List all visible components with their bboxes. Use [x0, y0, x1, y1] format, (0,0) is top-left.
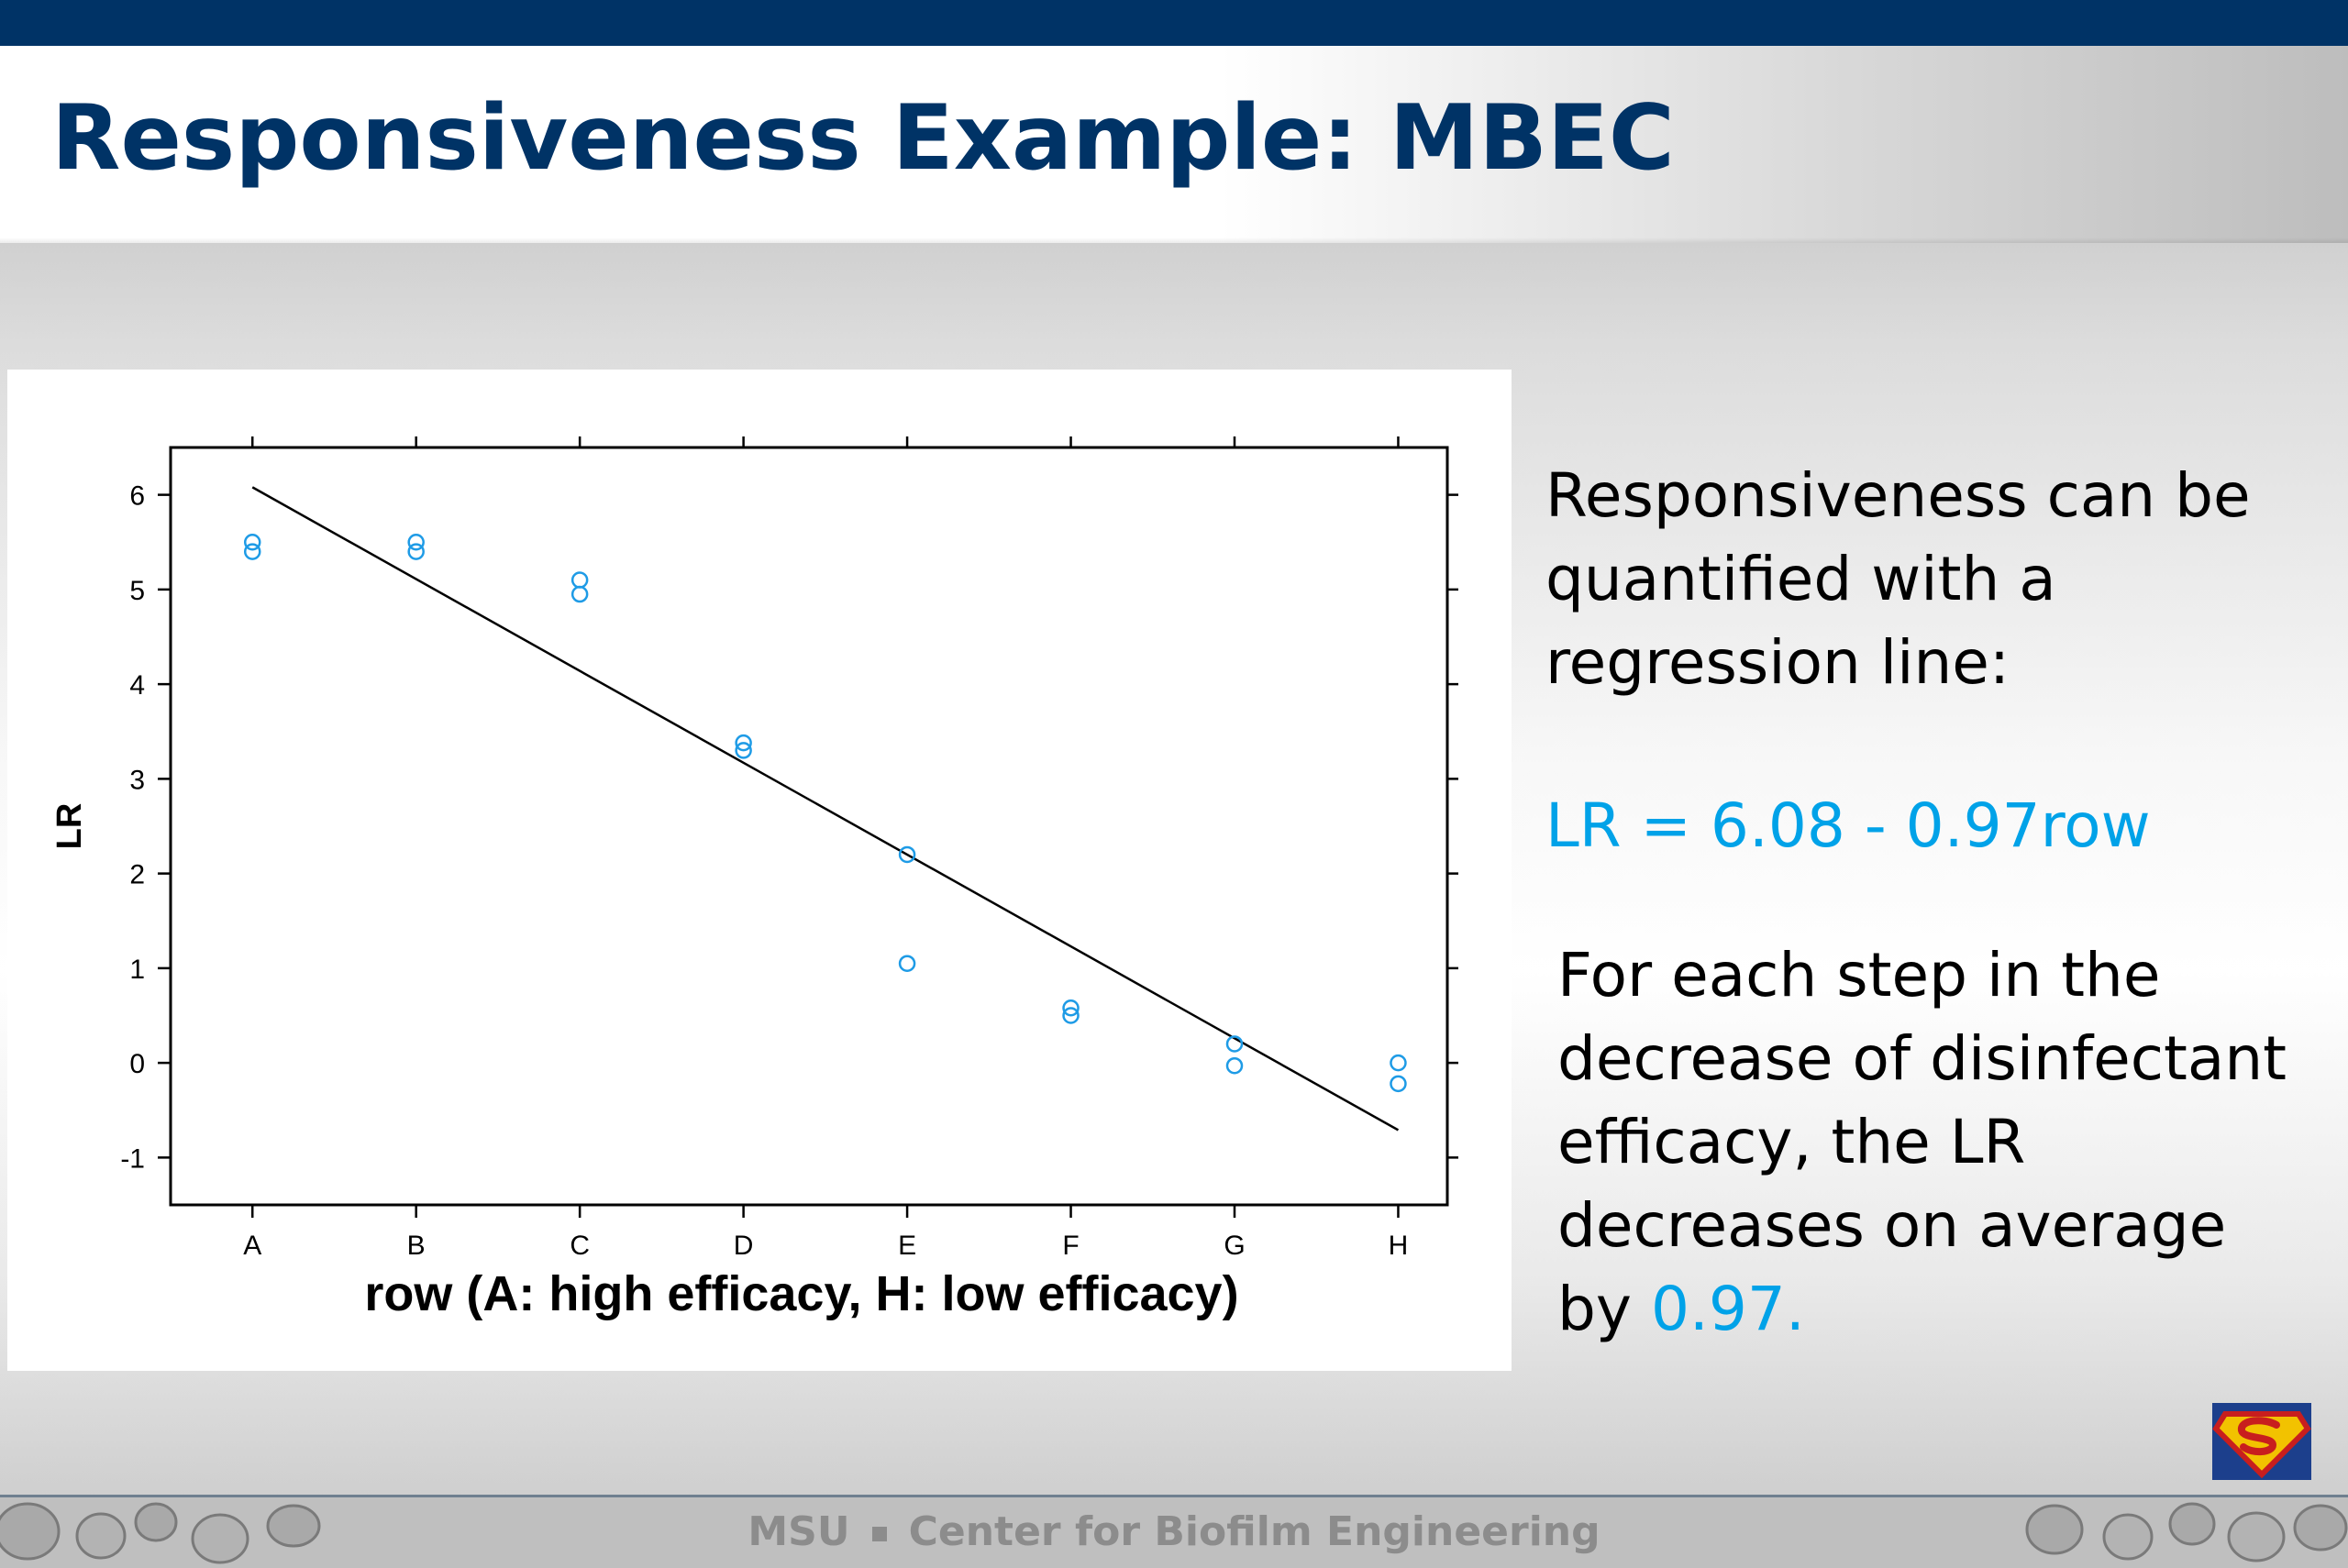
slope-value: 0.97. [1650, 1274, 1805, 1344]
y-tick-labels: -1 0 1 2 3 4 5 6 [120, 481, 145, 1175]
responsiveness-text: Responsiveness can be quantified with a … [1545, 460, 2251, 698]
regression-line [251, 486, 1400, 1132]
data-point-C-4 [570, 571, 589, 589]
biofilm-cells-decoration-right [1999, 1495, 2348, 1565]
data-point-E-8 [898, 845, 916, 864]
data-point-A-0 [243, 534, 261, 551]
plot-frame [169, 446, 1449, 1207]
y-tick-label: 5 [129, 576, 145, 606]
data-points [243, 534, 1407, 1093]
x-tick-label-D: D [734, 1231, 754, 1261]
footer-center-name: Center for Biofilm Engineering [908, 1508, 1600, 1555]
data-point-B-2 [407, 534, 425, 551]
data-point-F-11 [1062, 1007, 1080, 1024]
y-tick-label: 2 [129, 860, 145, 890]
x-tick-label-A: A [243, 1231, 261, 1261]
footer-separator [871, 1527, 887, 1541]
data-point-D-6 [735, 734, 752, 752]
y-tick-label: 6 [129, 481, 145, 512]
chart-panel: -1 0 1 2 3 4 5 6 A B C D E F G H row (A: high efficacy… [7, 370, 1512, 1371]
data-point-B-3 [407, 543, 425, 560]
axis-ticks [158, 436, 1458, 1218]
y-tick-label: 4 [129, 670, 145, 701]
y-tick-label: -1 [120, 1143, 145, 1174]
x-tick-label-G: G [1224, 1231, 1245, 1261]
footer-text: MSU Center for Biofilm Engineering [0, 1508, 2348, 1555]
data-point-C-5 [570, 585, 589, 603]
y-tick-label: 0 [129, 1049, 145, 1079]
footer-band [0, 1495, 2348, 1568]
x-tick-labels: A B C D E F G H [243, 1231, 1408, 1261]
data-point-D-7 [735, 742, 752, 759]
x-tick-label-B: B [407, 1231, 426, 1261]
title-band: Responsiveness Example: MBEC [0, 46, 2348, 243]
footer-msu: MSU [748, 1508, 850, 1555]
y-axis-label: LR [50, 803, 89, 850]
slide-title: Responsiveness Example: MBEC [51, 86, 1675, 191]
data-point-F-10 [1062, 999, 1080, 1017]
interpretation-text: For each step in the decrease of disinfe… [1557, 933, 2291, 1351]
y-tick-label: 3 [129, 765, 145, 795]
superman-shield-icon [2212, 1403, 2311, 1480]
data-point-G-13 [1225, 1056, 1244, 1075]
data-point-G-12 [1225, 1035, 1244, 1053]
data-point-A-1 [243, 543, 261, 560]
data-point-E-9 [898, 955, 916, 972]
x-axis-label: row (A: high efficacy, H: low efficacy) [364, 1266, 1238, 1321]
biofilm-cells-decoration-left [0, 1495, 349, 1565]
y-tick-label: 1 [129, 955, 145, 985]
x-tick-label-E: E [898, 1231, 916, 1261]
interpretation-prefix: For each step in the decrease of disinfe… [1557, 940, 2287, 1344]
data-point-H-14 [1390, 1054, 1407, 1072]
top-bar [0, 0, 2348, 46]
x-tick-label-C: C [570, 1231, 590, 1261]
x-tick-label-F: F [1062, 1231, 1079, 1261]
regression-equation: LR = 6.08 - 0.97row [1545, 790, 2151, 861]
x-tick-label-H: H [1389, 1231, 1409, 1261]
scatter-chart: -1 0 1 2 3 4 5 6 A B C D E F G H row (A: high efficacy… [50, 436, 1458, 1321]
data-point-H-15 [1390, 1075, 1407, 1093]
